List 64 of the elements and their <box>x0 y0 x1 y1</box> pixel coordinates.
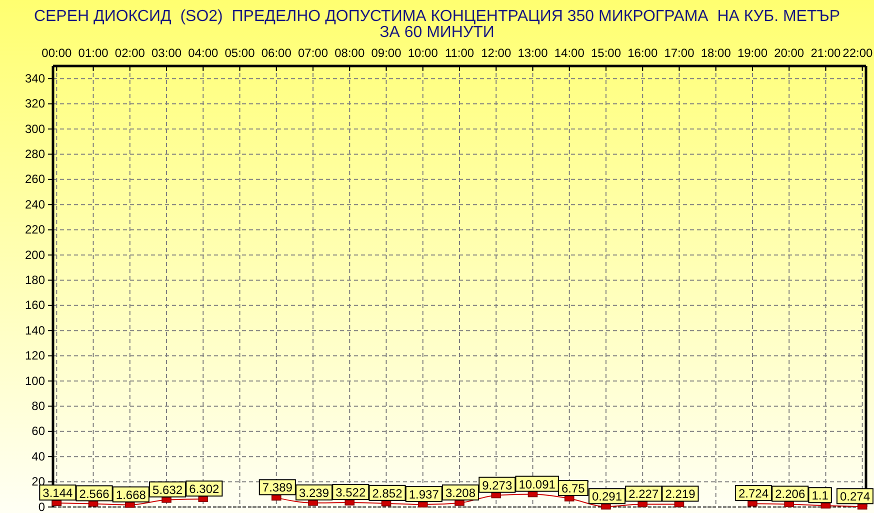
x-tick-label: 16:00 <box>628 46 658 60</box>
y-tick-label: 340 <box>24 71 46 86</box>
data-label: 0.291 <box>592 490 622 504</box>
x-tick-label: 10:00 <box>408 46 438 60</box>
x-tick-label: 15:00 <box>590 46 622 60</box>
data-label: 6.302 <box>189 482 220 496</box>
x-tick-label: 08:00 <box>334 46 365 60</box>
y-tick-label: 320 <box>24 96 46 111</box>
y-tick-label: 40 <box>32 449 46 464</box>
x-tick-label: 04:00 <box>188 46 218 60</box>
data-label: 3.208 <box>446 486 476 500</box>
chart-title: СЕРЕН ДИОКСИД (SO2) ПРЕДЕЛНО ДОПУСТИМА КОНЦЕНТРАЦИЯ 350 МИКРОГРАМА НА КУБ. МЕТЪР <box>34 8 840 25</box>
data-label: 0.274 <box>840 490 870 504</box>
y-tick-label: 20 <box>32 474 46 489</box>
x-tick-label: 06:00 <box>261 46 292 60</box>
y-tick-label: 60 <box>32 424 46 438</box>
x-tick-label: 05:00 <box>224 46 256 60</box>
chart-subtitle: ЗА 60 МИНУТИ <box>380 24 494 41</box>
x-tick-label: 12:00 <box>481 46 512 60</box>
data-label: 3.239 <box>299 486 330 500</box>
data-label: 5.632 <box>152 482 183 497</box>
x-tick-label: 11:00 <box>444 46 474 60</box>
x-tick-label: 09:00 <box>371 46 402 60</box>
data-label: 6.75 <box>561 481 586 496</box>
x-tick-label: 03:00 <box>152 46 182 60</box>
y-tick-label: 140 <box>24 323 46 338</box>
y-tick-label: 80 <box>32 399 46 414</box>
y-tick-label: 280 <box>24 147 46 162</box>
data-label: 1.937 <box>408 488 440 502</box>
x-tick-label: 13:00 <box>518 46 548 60</box>
data-label: 3.522 <box>336 486 366 500</box>
data-label: 1.668 <box>116 488 146 502</box>
data-label: 2.852 <box>372 486 403 500</box>
x-tick-label: 07:00 <box>298 46 328 60</box>
data-label: 2.566 <box>79 486 110 501</box>
data-label: 2.724 <box>738 486 769 501</box>
data-label: 9.273 <box>482 478 512 492</box>
data-label: 2.206 <box>775 487 806 502</box>
x-tick-label: 01:00 <box>78 46 109 60</box>
data-label: 1.1 <box>812 488 829 503</box>
data-label: 2.219 <box>665 487 696 502</box>
y-tick-label: 120 <box>24 348 46 363</box>
y-tick-label: 240 <box>24 197 46 212</box>
y-tick-label: 200 <box>24 248 46 262</box>
y-tick-label: 300 <box>24 122 46 136</box>
data-label: 3.144 <box>42 486 74 500</box>
data-label: 10.091 <box>518 477 556 492</box>
y-tick-label: 260 <box>24 172 46 186</box>
x-tick-label: 18:00 <box>700 46 732 60</box>
x-tick-label: 00:00 <box>42 46 72 60</box>
y-tick-label: 160 <box>24 298 46 312</box>
x-tick-label: 02:00 <box>114 46 146 60</box>
x-tick-label: 17:00 <box>664 46 695 60</box>
x-tick-label: 19:00 <box>737 46 768 60</box>
x-tick-label: 20:00 <box>774 46 804 60</box>
y-tick-label: 100 <box>24 374 46 388</box>
x-tick-label: 21:00 <box>810 46 842 60</box>
y-tick-label: 220 <box>24 222 46 237</box>
x-tick-label: 14:00 <box>554 46 585 60</box>
x-tick-label: 22:00 <box>842 46 873 60</box>
y-tick-label: 180 <box>24 273 46 288</box>
y-tick-label: 0 <box>38 500 46 514</box>
data-label: 7.389 <box>262 480 293 495</box>
data-label: 2.227 <box>628 487 659 502</box>
